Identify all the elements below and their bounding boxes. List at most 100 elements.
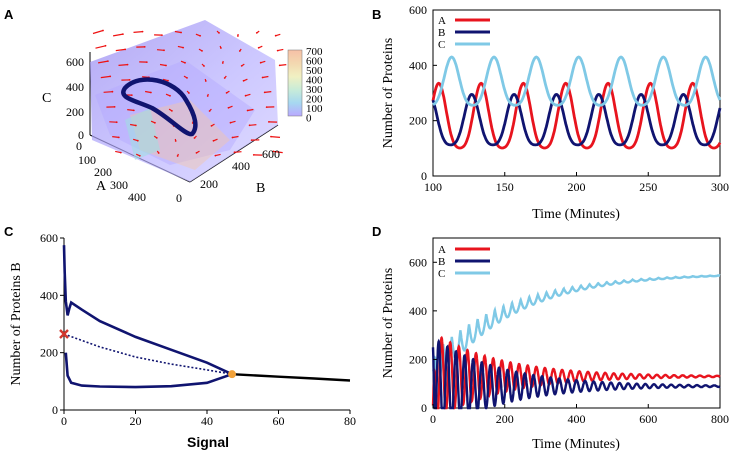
vector-arrow (174, 30, 182, 34)
x-tick-label: 60 (273, 414, 285, 428)
series-line-b (431, 338, 721, 410)
vector-arrow-head (265, 106, 268, 108)
vector-arrow (103, 91, 113, 93)
vector-arrow (159, 63, 167, 67)
legend-label-a: A (438, 244, 446, 256)
saddle-node-marker (59, 329, 69, 339)
vector-arrow-head (257, 46, 260, 49)
series-line-a (431, 81, 722, 150)
b-tick-label: 400 (232, 159, 250, 173)
vector-arrow-head (117, 136, 120, 139)
vector-arrow-head (199, 34, 202, 37)
vector-arrow (279, 64, 287, 66)
a-tick-label: 200 (94, 165, 112, 179)
y-tick-label: 600 (40, 231, 58, 245)
upper-oscillation-branch (62, 245, 233, 376)
x-tick-label: 200 (496, 412, 514, 426)
z-axis-ticks: 600 400 200 0 (66, 55, 84, 142)
vector-arrow-head (246, 109, 249, 112)
unstable-steady-state-branch (63, 333, 233, 375)
vector-arrow-head (276, 49, 279, 52)
vector-arrow-head (155, 137, 158, 139)
vector-arrow (247, 108, 254, 112)
vector-arrow (97, 60, 109, 64)
vector-arrow-head (167, 79, 169, 82)
vector-arrow-head (195, 152, 198, 154)
vector-arrow (273, 150, 283, 154)
a-axis-label: A (96, 179, 107, 194)
vector-arrow-head (122, 33, 124, 35)
vector-arrow-head (184, 61, 186, 64)
vector-arrow-head (113, 106, 116, 108)
y-tick-label: 0 (421, 401, 427, 415)
vector-arrow-head (107, 60, 109, 62)
vector-arrow-head (214, 154, 217, 157)
x-axis-label: Time (Minutes) (532, 207, 620, 222)
vector-arrow (249, 124, 257, 126)
vector-arrow (92, 29, 104, 35)
x-axis-label: Signal (187, 434, 229, 450)
vector-arrow-head (128, 79, 131, 81)
vector-arrow (115, 48, 126, 52)
vector-arrow-head (259, 61, 262, 64)
vector-arrow (127, 109, 134, 111)
vector-arrow-head (132, 109, 135, 112)
vector-arrow-head (135, 124, 137, 127)
y-tick-label: 400 (409, 304, 427, 318)
z-axis-label: C (42, 91, 51, 106)
y-tick-label: 600 (409, 3, 427, 17)
vector-arrow-head (163, 49, 165, 52)
x-tick-label: 800 (711, 412, 729, 426)
panel-b-time-series: 100 150 200 250 300 0 200 400 600 Time (Minutes)… (381, 3, 729, 222)
vector-arrow-head (268, 121, 270, 123)
vector-arrow (129, 123, 137, 127)
vector-arrow-head (227, 106, 230, 109)
y-tick-label: 400 (409, 58, 427, 72)
y-tick-label: 400 (40, 288, 58, 302)
axis-ticks: 100 150 200 250 300 0 200 400 600 (409, 3, 729, 194)
vector-arrow-head (119, 151, 122, 154)
series-group (59, 245, 351, 389)
vector-arrow (133, 31, 143, 33)
vector-arrow-head (136, 139, 139, 142)
vector-arrow (112, 136, 119, 138)
series-line-c (432, 55, 722, 107)
vector-arrow-head (102, 29, 104, 32)
vector-arrow-head (220, 47, 222, 49)
vector-arrow-head (210, 125, 213, 127)
colorbar-tick-label: 100 (306, 103, 323, 115)
y-axis-label: Number of Proteins (381, 268, 396, 378)
vector-arrow-head (169, 94, 171, 97)
y-tick-label: 200 (409, 114, 427, 128)
legend: A B C (438, 244, 490, 280)
colorbar-tick-label: 200 (306, 94, 323, 106)
vector-arrow-head (111, 90, 114, 93)
vector-arrow (234, 151, 242, 153)
x-axis-label: Time (Minutes) (532, 437, 620, 452)
vector-arrow-head (201, 50, 203, 52)
vector-arrow-head (130, 94, 133, 96)
vector-arrow-head (126, 63, 129, 66)
vector-arrow-head (278, 64, 281, 67)
vector-arrow-head (263, 91, 266, 94)
a-tick-label: 0 (76, 139, 82, 153)
x-tick-label: 600 (639, 412, 657, 426)
a-tick-label: 100 (78, 153, 96, 167)
vector-arrow-head (171, 110, 173, 112)
b-axis-label: B (256, 181, 265, 196)
x-tick-label: 200 (568, 180, 586, 194)
vector-arrow-head (237, 35, 239, 37)
y-axis-label: Number of Proteins B (9, 262, 24, 385)
y-tick-label: 0 (52, 403, 58, 417)
vector-arrow-head (188, 92, 190, 94)
vector-arrow-head (208, 110, 211, 112)
x-tick-label: 100 (424, 180, 442, 194)
z-tick-label: 0 (78, 128, 84, 142)
vector-arrow (264, 91, 272, 93)
vector-arrow-head (250, 139, 253, 142)
vector-arrow (144, 90, 152, 94)
vector-arrow-head (138, 154, 141, 157)
vector-arrow-head (238, 50, 241, 52)
vector-arrow-head (203, 65, 205, 67)
